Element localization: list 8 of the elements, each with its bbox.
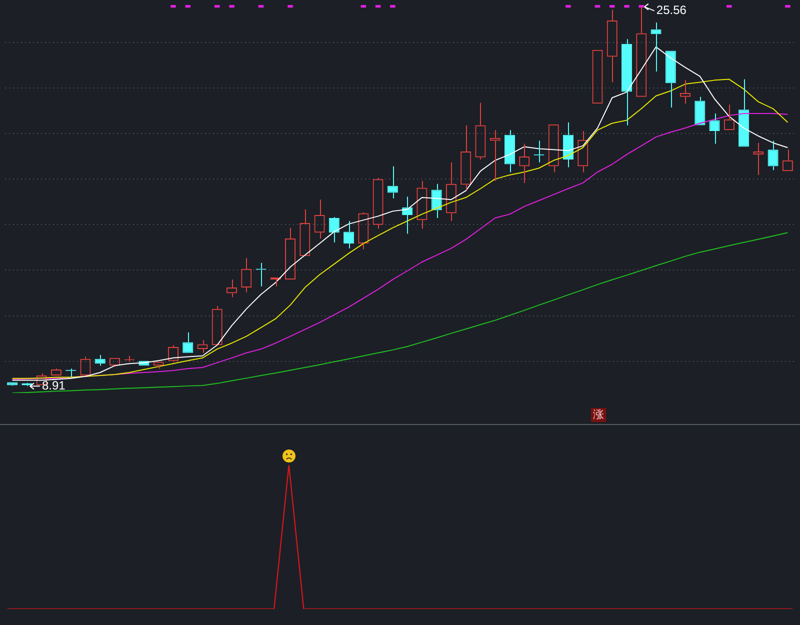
candlestick — [621, 38, 632, 126]
annotation: 25.56 — [656, 3, 687, 18]
candlestick — [665, 50, 676, 108]
text: 涨 — [591, 408, 606, 422]
candlestick — [738, 78, 750, 147]
candlestick — [504, 130, 515, 173]
annotation: 8.91 — [42, 378, 66, 392]
candlestick — [694, 96, 706, 126]
